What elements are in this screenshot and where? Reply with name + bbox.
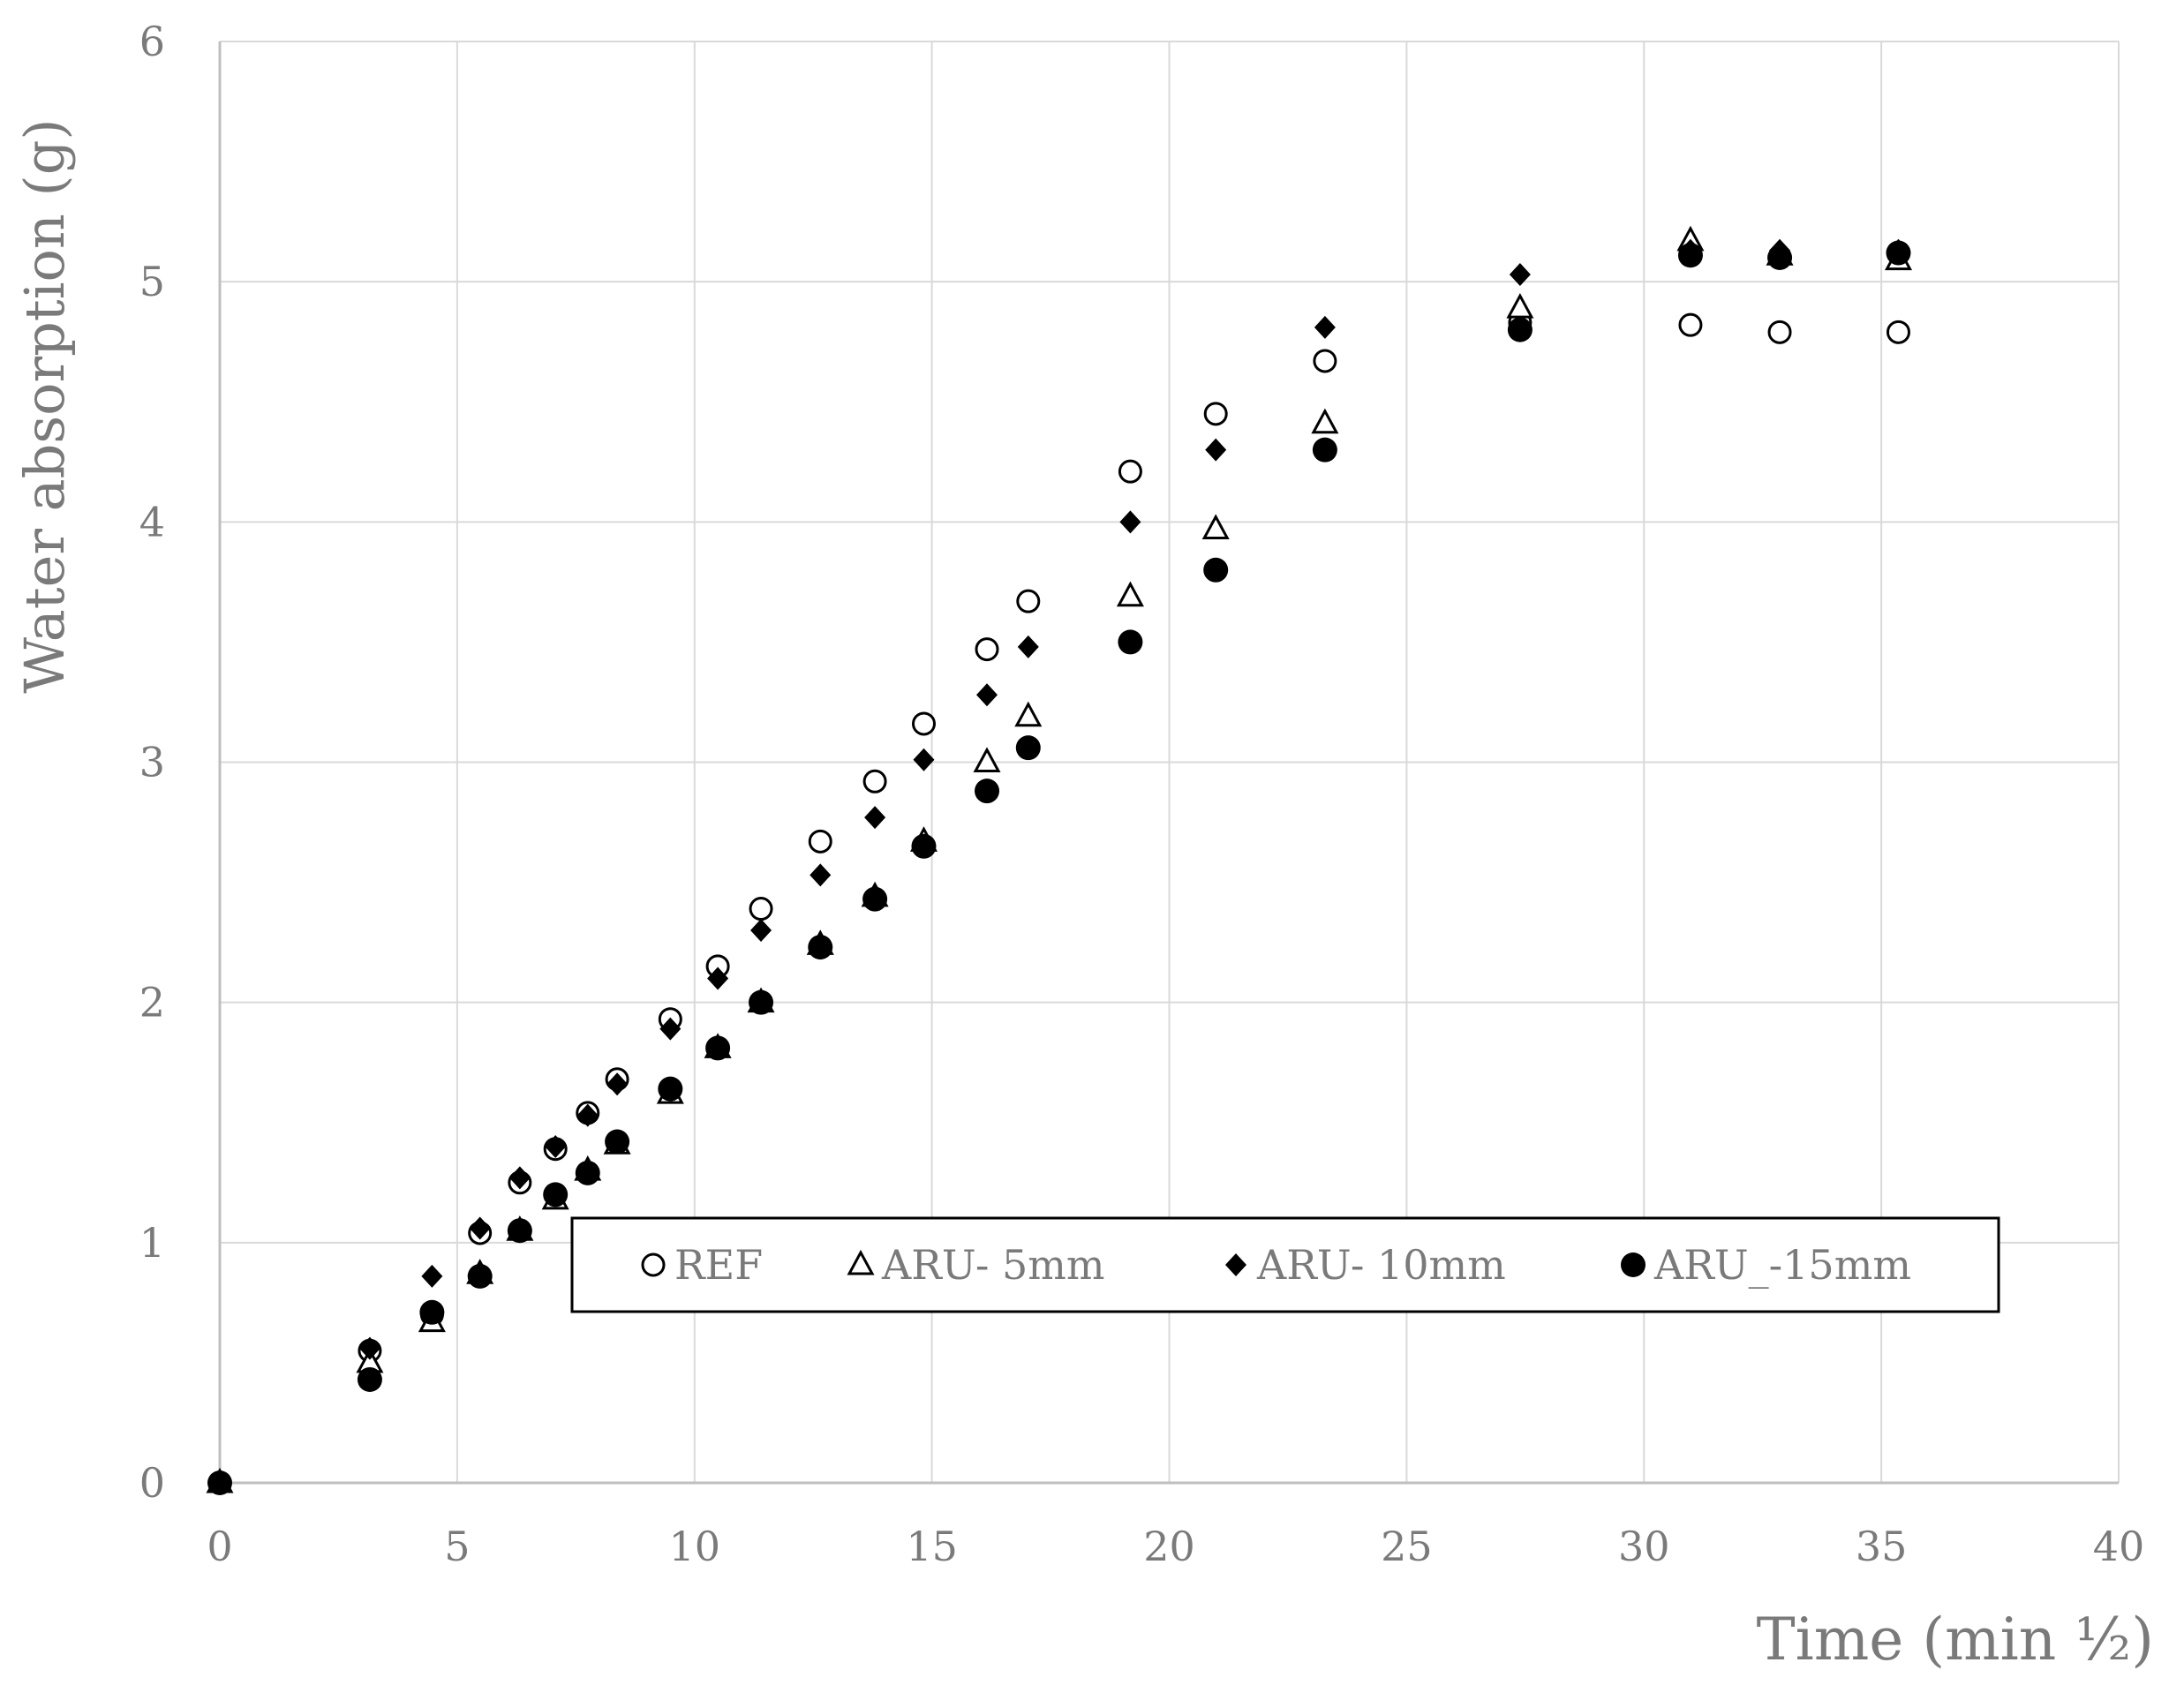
data-point xyxy=(864,806,886,830)
legend-marker xyxy=(847,1249,875,1275)
x-tick-label: 10 xyxy=(668,1523,720,1570)
series-aru-10mm xyxy=(209,238,1909,1494)
y-tick-label: 2 xyxy=(139,979,165,1027)
data-point xyxy=(750,919,772,943)
x-tick-label: 35 xyxy=(1856,1523,1908,1570)
legend-marker xyxy=(1621,1252,1646,1277)
data-point xyxy=(1678,312,1703,337)
data-point xyxy=(419,1299,445,1325)
legend-marker xyxy=(1225,1253,1246,1276)
grid-lines xyxy=(218,41,2120,1485)
legend: REF ARU- 5mm ARU- 10mm ARU_-15mm xyxy=(570,1216,2000,1313)
data-point xyxy=(808,829,832,854)
data-point xyxy=(1314,315,1336,339)
data-point xyxy=(1312,437,1337,463)
y-tick-label: 6 xyxy=(139,18,165,65)
data-point xyxy=(1016,589,1041,613)
data-point xyxy=(659,1017,682,1041)
data-series-layer xyxy=(206,225,1913,1495)
data-point xyxy=(1509,263,1531,287)
data-point xyxy=(507,1218,532,1244)
data-point xyxy=(1118,629,1143,655)
data-point xyxy=(421,1264,443,1288)
y-tick-label: 3 xyxy=(139,739,165,786)
data-point xyxy=(1014,701,1043,727)
data-point xyxy=(1017,635,1039,658)
data-point xyxy=(975,637,999,662)
data-point xyxy=(749,897,773,921)
y-tick-label: 4 xyxy=(139,498,165,545)
data-point xyxy=(911,711,936,736)
legend-label: ARU- 10mm xyxy=(1256,1241,1506,1289)
data-point xyxy=(808,935,833,960)
data-point xyxy=(1767,320,1792,344)
data-point xyxy=(1205,438,1227,462)
x-tick-label: 0 xyxy=(207,1523,232,1570)
data-point xyxy=(810,863,832,887)
data-point xyxy=(975,779,1000,804)
tick-labels: 0 5 10 15 20 25 30 35 40 0 1 2 3 4 5 6 xyxy=(139,18,2145,1570)
legend-label: ARU- 5mm xyxy=(881,1241,1104,1289)
y-tick-label: 0 xyxy=(139,1459,165,1507)
data-point xyxy=(207,1471,232,1495)
data-point xyxy=(1767,244,1793,270)
data-point xyxy=(545,1134,567,1158)
data-point xyxy=(543,1182,569,1207)
data-point xyxy=(658,1076,683,1102)
data-point xyxy=(1886,240,1911,266)
data-point xyxy=(357,1366,382,1392)
data-point xyxy=(1203,557,1229,583)
data-point xyxy=(1203,402,1228,426)
y-tick-label: 5 xyxy=(139,258,165,305)
legend-label: ARU_-15mm xyxy=(1653,1241,1911,1289)
x-tick-label: 30 xyxy=(1618,1523,1670,1570)
data-point xyxy=(707,967,729,990)
data-point xyxy=(1313,349,1337,373)
data-point xyxy=(1118,459,1142,484)
data-point xyxy=(973,747,1001,772)
data-point xyxy=(1311,408,1339,434)
x-tick-label: 15 xyxy=(906,1523,958,1570)
series-aru-15mm xyxy=(207,240,1911,1495)
data-point xyxy=(605,1129,630,1155)
data-point xyxy=(749,989,774,1015)
legend-label: REF xyxy=(674,1241,763,1289)
x-tick-label: 40 xyxy=(2093,1523,2145,1570)
data-point xyxy=(862,769,887,794)
x-axis-title: Time (min ½) xyxy=(1757,1606,2154,1674)
legend-marker xyxy=(641,1252,666,1277)
data-point xyxy=(1201,514,1230,539)
data-point xyxy=(1507,317,1533,342)
data-point xyxy=(606,1072,629,1096)
legend-box xyxy=(570,1216,2000,1313)
series-ref xyxy=(207,310,1910,1495)
data-point xyxy=(913,748,935,771)
data-point xyxy=(1886,320,1910,344)
data-point xyxy=(469,1216,491,1240)
x-tick-label: 5 xyxy=(444,1523,470,1570)
data-point xyxy=(1677,243,1703,268)
data-point xyxy=(1015,735,1041,761)
x-tick-label: 20 xyxy=(1143,1523,1195,1570)
data-point xyxy=(1506,292,1534,319)
data-point xyxy=(576,1103,599,1127)
x-tick-label: 25 xyxy=(1381,1523,1433,1570)
y-tick-label: 1 xyxy=(139,1219,165,1267)
data-point xyxy=(467,1263,493,1289)
data-point xyxy=(862,886,888,912)
data-point xyxy=(705,1035,731,1061)
y-axis-title: Water absorption (g) xyxy=(12,118,77,693)
data-point xyxy=(575,1160,600,1185)
data-point xyxy=(1119,510,1141,534)
data-point xyxy=(508,1166,531,1190)
data-point xyxy=(911,833,937,859)
data-point xyxy=(1116,581,1144,607)
data-point xyxy=(976,683,998,707)
data-point xyxy=(358,1336,380,1360)
